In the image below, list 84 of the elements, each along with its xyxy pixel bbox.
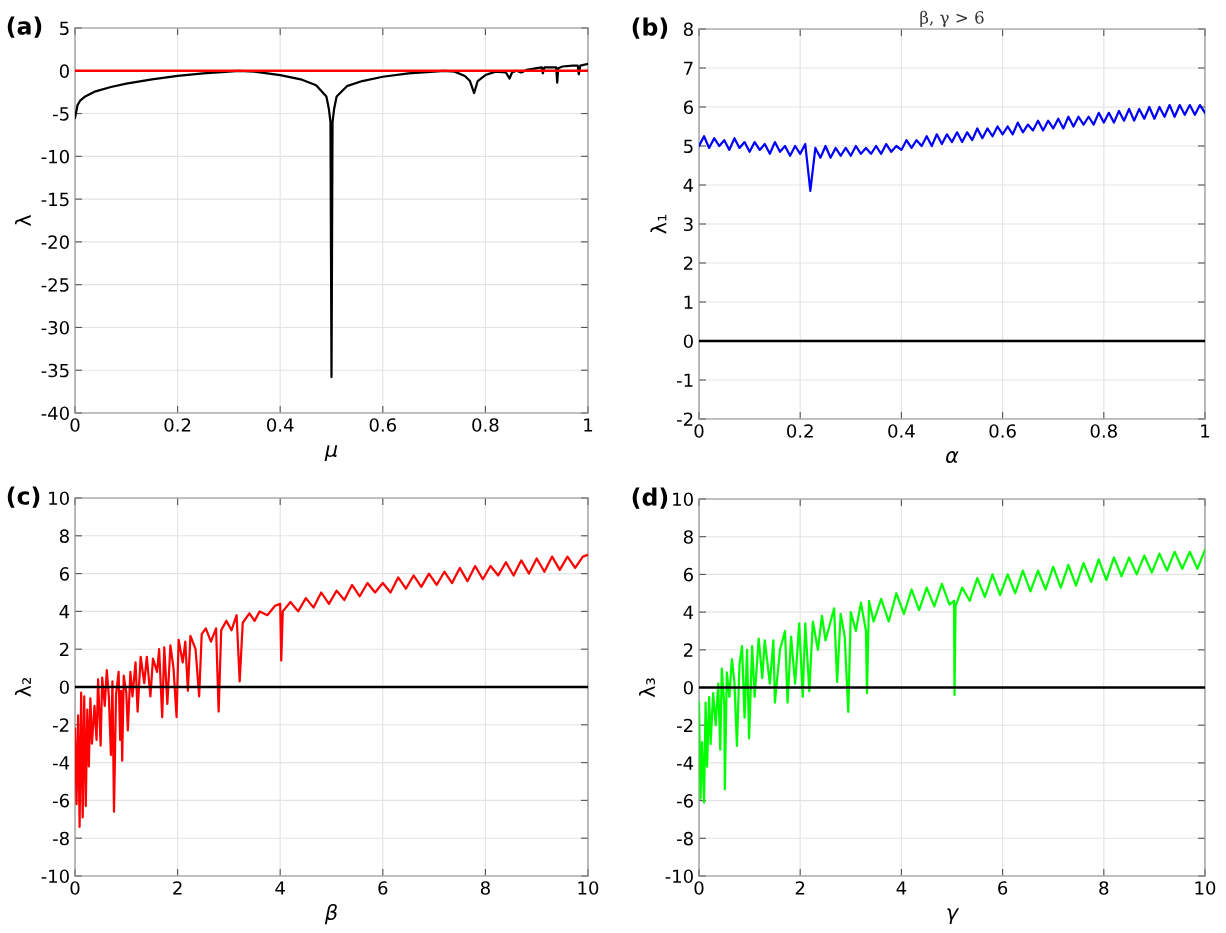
- text: (c): [7, 486, 40, 508]
- y-tick-label: 4: [683, 605, 694, 619]
- y-tick-label: 5: [60, 21, 69, 36]
- y-tick-label: -8: [677, 831, 693, 846]
- y-tick-label: -40: [41, 406, 69, 421]
- y-tick-label: -2: [677, 718, 693, 733]
- line-series: [75, 62, 588, 379]
- line-series: [699, 548, 1205, 804]
- x-tick-label: 1: [584, 418, 593, 432]
- x-tick-label: 6: [378, 881, 388, 895]
- x-tick-label: 0.4: [888, 424, 915, 438]
- y-tick-label: -15: [41, 192, 69, 207]
- y-tick-label: -1: [677, 373, 693, 387]
- y-tick-label: 8: [683, 530, 693, 544]
- y-tick-label: -10: [41, 869, 69, 884]
- y-tick-label: 0: [59, 680, 69, 695]
- x-tick-label: 0.2: [787, 424, 813, 438]
- line-series: [75, 553, 588, 828]
- x-tick-label: 0: [694, 424, 704, 438]
- y-tick-label: 10: [49, 491, 69, 506]
- y-tick-label: -4: [677, 756, 694, 770]
- y-tick-label: 0: [59, 64, 69, 78]
- x-tick-label: 2: [173, 881, 182, 895]
- y-tick-label: -20: [41, 235, 69, 250]
- x-tick-label: 10: [578, 881, 599, 895]
- text: (d): [632, 487, 668, 509]
- line-series: [699, 103, 1205, 192]
- x-tick-label: 0: [70, 418, 80, 432]
- x-tick-label: 0.8: [1090, 424, 1117, 438]
- text: (a): [7, 16, 42, 38]
- x-tick-label: 6: [998, 881, 1008, 895]
- x-tick-label: 8: [1099, 881, 1109, 895]
- y-tick-label: 6: [683, 567, 693, 582]
- y-tick-label: -5: [53, 107, 69, 121]
- x-tick-label: 2: [795, 881, 805, 895]
- x-tick-label: 0.6: [989, 424, 1016, 438]
- x-axis-title: μ: [324, 445, 338, 462]
- y-tick-label: 8: [683, 22, 693, 37]
- y-tick-label: 0: [683, 680, 693, 695]
- y-axis-title: λ₂: [14, 677, 31, 697]
- chart-title: β, γ > 6: [920, 10, 984, 27]
- y-tick-label: -10: [665, 869, 693, 884]
- y-axis-title: λ: [14, 214, 31, 227]
- x-axis-title: β: [324, 903, 337, 925]
- y-tick-label: 6: [59, 567, 69, 581]
- y-tick-label: 1: [684, 295, 693, 309]
- y-tick-label: -4: [53, 756, 70, 770]
- x-axis-title: α: [946, 451, 959, 463]
- y-axis-title: λ₁: [650, 214, 667, 234]
- text: (b): [632, 17, 668, 39]
- x-tick-label: 0.2: [164, 418, 191, 432]
- y-tick-label: 2: [683, 256, 693, 270]
- x-tick-label: 4: [896, 881, 907, 895]
- y-tick-label: 7: [684, 61, 693, 75]
- y-tick-label: -10: [41, 149, 69, 164]
- y-tick-label: 8: [59, 529, 69, 543]
- y-tick-label: -35: [41, 363, 69, 378]
- y-tick-label: 6: [683, 100, 693, 115]
- y-tick-label: -25: [41, 278, 69, 292]
- y-tick-label: -2: [677, 412, 693, 426]
- x-tick-label: 4: [275, 881, 285, 895]
- y-tick-label: -30: [41, 320, 69, 335]
- y-tick-label: -8: [53, 831, 69, 846]
- y-tick-label: 4: [59, 605, 70, 619]
- y-tick-label: 3: [684, 217, 693, 232]
- y-tick-label: 10: [673, 492, 693, 507]
- y-tick-label: 4: [683, 178, 694, 192]
- x-tick-label: 0: [694, 881, 704, 895]
- y-tick-label: 2: [683, 643, 693, 657]
- y-tick-label: 0: [683, 334, 693, 349]
- x-tick-label: 0.6: [369, 418, 397, 432]
- x-tick-label: 0: [70, 881, 80, 895]
- y-tick-label: -2: [53, 718, 69, 732]
- x-tick-label: 0.4: [267, 418, 294, 432]
- y-tick-label: 5: [684, 139, 693, 154]
- y-tick-label: 2: [59, 642, 69, 657]
- x-tick-label: 10: [1195, 881, 1216, 895]
- y-axis-title: λ₃: [638, 678, 655, 698]
- x-tick-label: 8: [480, 881, 490, 895]
- y-tick-label: -6: [677, 794, 693, 808]
- x-axis-title: γ: [947, 908, 960, 925]
- y-tick-label: -6: [53, 793, 69, 808]
- x-tick-label: 1: [1201, 424, 1210, 438]
- x-tick-label: 0.8: [472, 418, 499, 432]
